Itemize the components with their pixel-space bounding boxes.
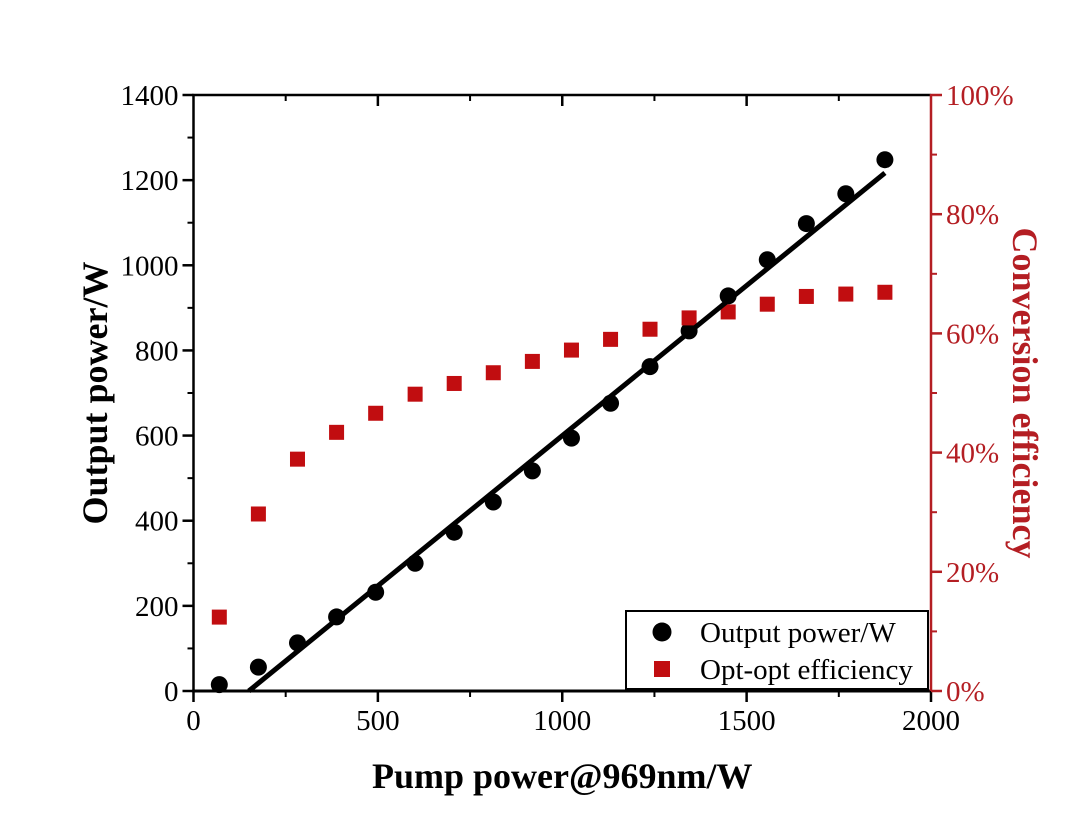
left-axis-title: Output power/W (75, 261, 115, 524)
efficiency-point (759, 296, 775, 312)
efficiency-point (485, 365, 501, 381)
output-power-point (876, 151, 894, 169)
left-axis-tick-label: 800 (135, 335, 179, 367)
efficiency-point (877, 284, 893, 300)
efficiency-point (681, 310, 697, 326)
right-axis-tick-label: 100% (946, 80, 1014, 112)
left-axis-tick-label: 1000 (121, 250, 179, 282)
efficiency-point (250, 506, 266, 522)
efficiency-point (603, 331, 619, 347)
legend-marker-circle (652, 622, 672, 642)
legend-marker-square (654, 661, 670, 677)
output-power-point (837, 185, 855, 203)
efficiency-point (407, 386, 423, 402)
fit-line (247, 170, 887, 693)
right-axis-tick-label: 80% (946, 199, 999, 231)
output-power-point (797, 215, 815, 233)
efficiency-point (563, 342, 579, 358)
left-axis-tick-label: 400 (135, 506, 179, 538)
efficiency-point (838, 286, 854, 302)
output-power-point (249, 658, 267, 676)
legend: Output power/W Opt-opt efficiency (625, 610, 929, 690)
x-axis-title: Pump power@969nm/W (372, 756, 753, 796)
efficiency-point (446, 375, 462, 391)
efficiency-point (368, 405, 384, 421)
right-axis-title: Conversion efficiency (1005, 228, 1045, 559)
left-axis-tick-label: 0 (164, 676, 179, 708)
right-axis-tick-label: 20% (946, 557, 999, 589)
efficiency-point (329, 424, 345, 440)
output-power-point (210, 676, 228, 694)
efficiency-point (642, 321, 658, 337)
legend-label-0: Output power/W (700, 617, 896, 649)
efficiency-point (720, 304, 736, 320)
left-axis-tick-label: 1200 (121, 165, 179, 197)
efficiency-point (798, 288, 814, 304)
legend-label-1: Opt-opt efficiency (700, 654, 913, 686)
legend-box (625, 610, 929, 690)
left-axis-tick-label: 1400 (121, 80, 179, 112)
left-axis-tick-label: 200 (135, 591, 179, 623)
x-axis-tick-label: 0 (186, 705, 201, 737)
efficiency-point (524, 353, 540, 369)
x-axis-tick-label: 2000 (902, 705, 960, 737)
x-axis-tick-label: 1000 (533, 705, 591, 737)
x-axis-tick-label: 1500 (718, 705, 776, 737)
left-axis-tick-label: 600 (135, 421, 179, 453)
right-axis-tick-label: 0% (946, 676, 985, 708)
efficiency-point (211, 609, 227, 625)
efficiency-point (289, 451, 305, 467)
right-axis-tick-label: 60% (946, 318, 999, 350)
right-axis-tick-label: 40% (946, 438, 999, 470)
x-axis-tick-label: 500 (356, 705, 400, 737)
